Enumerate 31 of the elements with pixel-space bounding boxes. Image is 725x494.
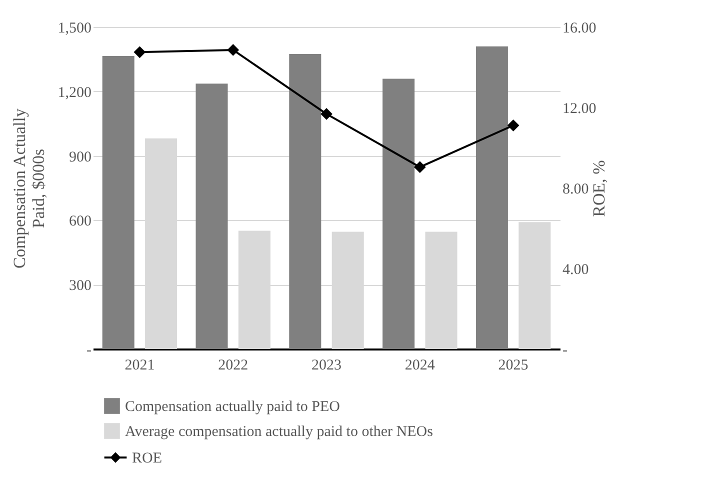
y2-tick-label: - — [562, 342, 568, 358]
y-tick-label: 1,500 — [58, 20, 92, 36]
point — [508, 120, 520, 132]
x-tick-label: 2022 — [218, 358, 248, 374]
point — [227, 44, 239, 56]
y-tick-label: - — [86, 342, 92, 358]
x-tick-label: 2025 — [498, 358, 528, 374]
legend-label: Average compensation actually paid to other NEOs — [125, 424, 434, 440]
y-tick-label: 300 — [69, 278, 92, 294]
point — [414, 161, 426, 173]
x-tick-label: 2024 — [404, 358, 436, 374]
y2-tick-label: 16.00 — [562, 20, 596, 36]
y-axis-title: Compensation Actually Paid, $000s — [10, 108, 48, 269]
legend-label: ROE — [132, 450, 162, 466]
bar — [382, 78, 415, 349]
legend-label: Compensation actually paid to PEO — [125, 399, 340, 415]
point — [134, 46, 146, 58]
y2-tick-label: 4.00 — [562, 262, 589, 278]
y-tick-label: 600 — [69, 214, 92, 230]
bar — [476, 46, 508, 349]
bar — [289, 54, 322, 349]
y2-tick-label: 12.00 — [562, 101, 596, 117]
x-tick-label: 2021 — [124, 358, 155, 374]
x-tick-label: 2023 — [312, 358, 342, 374]
y2-axis-title: ROE, % — [589, 160, 608, 217]
y2-tick-label: 8.00 — [562, 182, 589, 198]
bar — [102, 56, 134, 349]
point — [320, 108, 332, 120]
bar — [196, 84, 228, 349]
y-tick-label: 1,200 — [58, 84, 92, 101]
y-tick-label: 900 — [69, 149, 92, 166]
